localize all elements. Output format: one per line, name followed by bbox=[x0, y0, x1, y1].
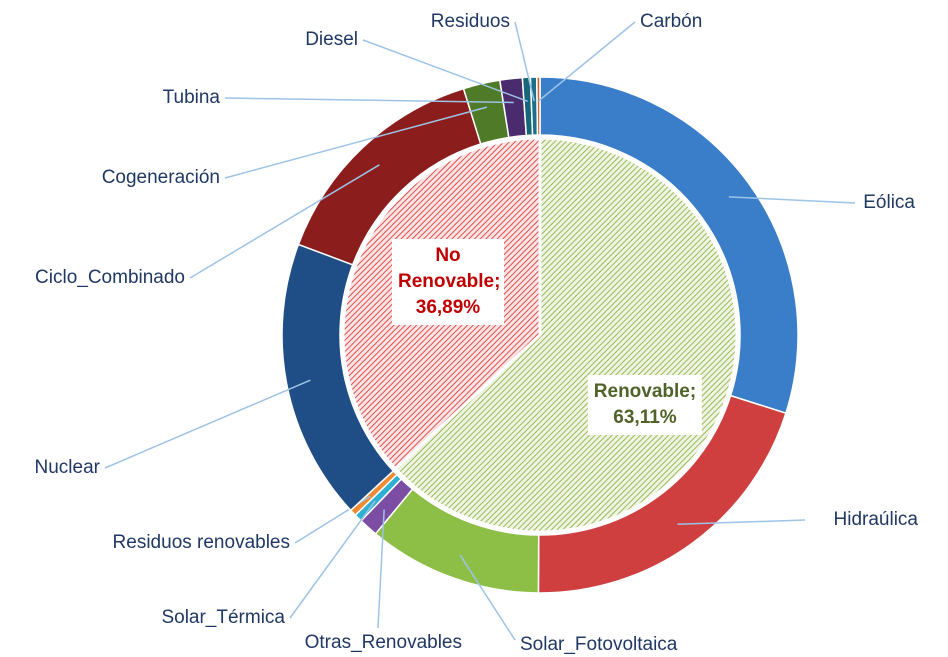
leader-line bbox=[514, 21, 535, 102]
inner-value: 63,11% bbox=[613, 407, 677, 428]
slice-label: Diesel bbox=[305, 29, 358, 50]
leader-line bbox=[224, 106, 488, 179]
separator: ; bbox=[494, 271, 501, 292]
slice-label: Hidraúlica bbox=[834, 509, 919, 530]
inner-name: No Renovable bbox=[398, 245, 495, 292]
leader-line bbox=[728, 196, 856, 204]
slice-label: Tubina bbox=[163, 87, 221, 108]
leader-line bbox=[104, 379, 311, 469]
slice-label: Carbón bbox=[640, 11, 702, 32]
leader-line bbox=[459, 554, 516, 641]
slice-label: Residuos renovables bbox=[113, 532, 290, 553]
separator: ; bbox=[689, 381, 697, 402]
outer-slice bbox=[539, 76, 799, 415]
leader-line bbox=[289, 500, 376, 619]
slice-label: Solar_Térmica bbox=[161, 607, 285, 628]
slice-label: Ciclo_Combinado bbox=[35, 267, 185, 288]
inner-label: No Renovable; 36,89% bbox=[392, 239, 504, 325]
leader-line bbox=[677, 519, 806, 526]
leader-line bbox=[189, 164, 380, 279]
inner-label: Renovable; 63,11% bbox=[587, 375, 703, 435]
slice-label: Otras_Renovables bbox=[305, 632, 462, 653]
slice-label: Residuos bbox=[431, 11, 510, 32]
inner-value: 36,89% bbox=[415, 297, 481, 318]
slice-label: Cogeneración bbox=[102, 167, 220, 188]
slice-label: Eólica bbox=[863, 192, 915, 213]
leader-line bbox=[538, 21, 636, 102]
slice-label: Nuclear bbox=[35, 457, 101, 478]
inner-name: Renovable bbox=[593, 381, 690, 402]
leader-line bbox=[377, 509, 385, 629]
leader-line bbox=[362, 39, 528, 103]
leader-line bbox=[224, 97, 514, 104]
outer-slice bbox=[535, 76, 541, 136]
slice-label: Solar_Fotovoltaica bbox=[520, 634, 678, 655]
